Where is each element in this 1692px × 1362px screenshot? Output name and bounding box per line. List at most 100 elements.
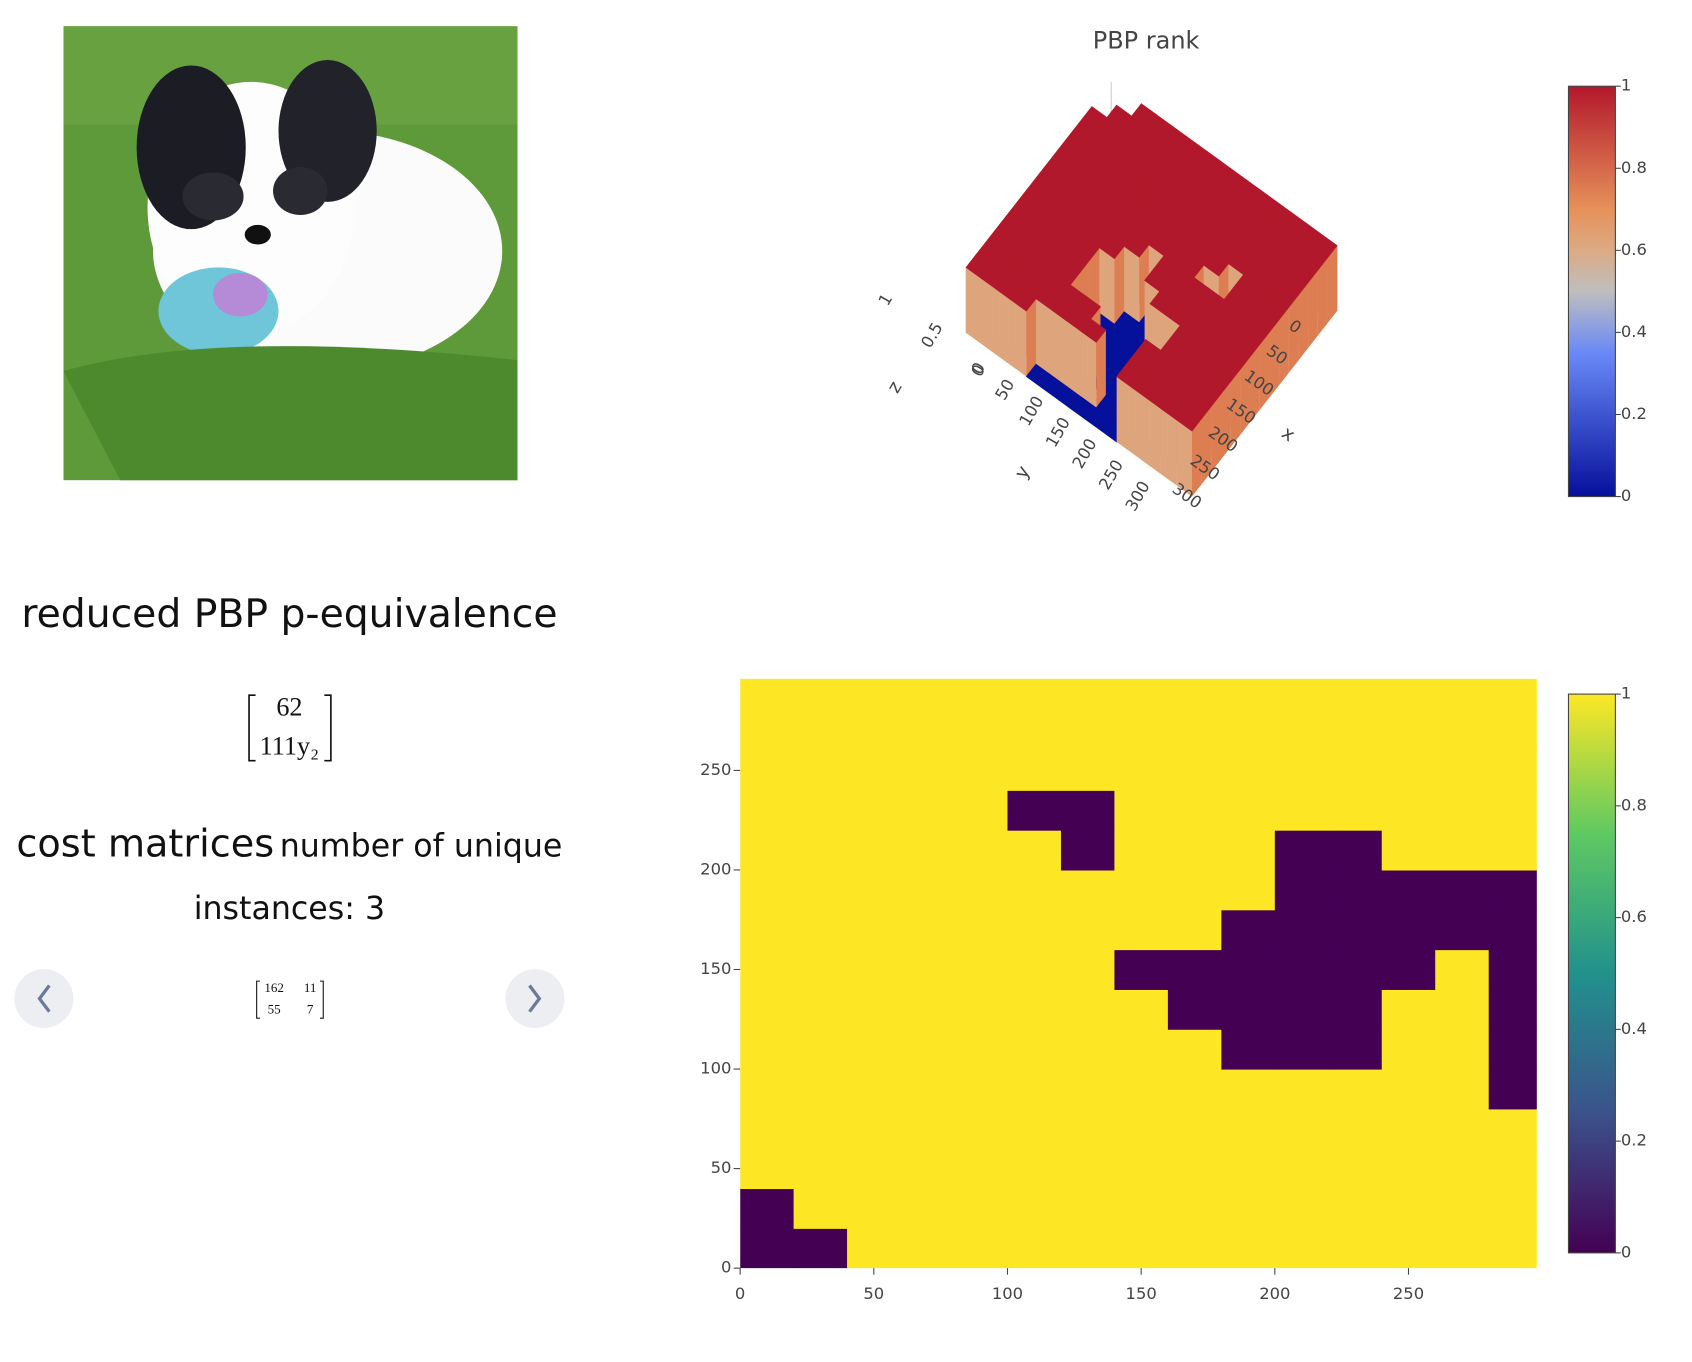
heatmap-cell bbox=[1381, 1108, 1436, 1150]
heatmap-cell bbox=[1435, 949, 1490, 990]
surface-wall bbox=[1191, 418, 1202, 497]
heatmap-cell bbox=[847, 1148, 902, 1190]
heatmap-cell bbox=[740, 1069, 795, 1110]
surface-cell bbox=[1080, 318, 1107, 343]
colorbar-tick-label: 0.6 bbox=[1621, 907, 1647, 926]
heatmap-cell bbox=[1007, 1069, 1062, 1110]
heatmap-cell bbox=[847, 710, 902, 752]
heatmap-cell bbox=[1007, 949, 1062, 990]
heatmap-cell bbox=[1381, 1069, 1436, 1110]
heatmap-cell bbox=[954, 1029, 1009, 1070]
heatmap-cell bbox=[1488, 1148, 1537, 1190]
heatmap-cell bbox=[1488, 678, 1537, 712]
heatmap-cell bbox=[847, 1029, 902, 1070]
heatmap-cell bbox=[847, 750, 902, 791]
heatmap-cell bbox=[954, 1108, 1009, 1150]
next-button[interactable] bbox=[505, 969, 565, 1029]
heatmap-cell bbox=[847, 830, 902, 871]
heatmap-cell bbox=[1114, 830, 1169, 871]
heatmap-cell bbox=[1381, 1188, 1436, 1229]
x-tick-label: 0 bbox=[735, 1284, 745, 1303]
heatmap-cell bbox=[1221, 1228, 1276, 1269]
heatmap-cell bbox=[1221, 1148, 1276, 1190]
heatmap-cell bbox=[1274, 710, 1329, 752]
heatmap-plot bbox=[740, 678, 1537, 1269]
matrix-entry: 55 bbox=[268, 1002, 282, 1017]
matrix-entry: 11 bbox=[304, 980, 317, 995]
heatmap-cell bbox=[1274, 790, 1329, 831]
y-tick-label: 200 bbox=[700, 859, 731, 878]
x-tick-label: 250 bbox=[1393, 1284, 1424, 1303]
heatmap-cell bbox=[1274, 949, 1329, 990]
heatmap-cell bbox=[1435, 1188, 1490, 1229]
heatmap-cell bbox=[954, 989, 1009, 1030]
chart-title: PBP rank bbox=[1093, 26, 1200, 54]
heatmap-cell bbox=[954, 869, 1009, 911]
heatmap-cell bbox=[1488, 1069, 1537, 1110]
heatmap-cell bbox=[740, 790, 795, 831]
heatmap-cell bbox=[1007, 1108, 1062, 1150]
heatmap-cell bbox=[1328, 909, 1383, 951]
heatmap-cell bbox=[1328, 869, 1383, 911]
surface-wall bbox=[1308, 270, 1318, 349]
photo bbox=[63, 26, 518, 481]
heatmap-cell bbox=[900, 909, 955, 951]
heatmap-cell bbox=[900, 1228, 955, 1269]
surface-wall bbox=[1211, 393, 1221, 472]
heatmap-cell bbox=[793, 949, 848, 990]
heatmap-cell bbox=[793, 989, 848, 1030]
heatmap-cell bbox=[1221, 869, 1276, 911]
heatmap-cell bbox=[740, 949, 795, 990]
heatmap-cell bbox=[1114, 1228, 1169, 1269]
heatmap-cell bbox=[740, 1228, 795, 1269]
prev-button[interactable] bbox=[14, 969, 74, 1029]
heatmap-cell bbox=[1328, 1108, 1383, 1150]
heatmap-cell bbox=[1221, 1069, 1276, 1110]
heatmap-cell bbox=[1435, 1148, 1490, 1190]
heatmap-cell bbox=[1274, 1069, 1329, 1110]
heatmap-cell bbox=[1114, 790, 1169, 831]
heatmap-cell bbox=[1060, 1108, 1115, 1150]
heatmap-cell bbox=[1060, 1148, 1115, 1190]
tick-label: 150 bbox=[1042, 414, 1074, 451]
surface-plot bbox=[965, 81, 1338, 497]
heatmap-cell bbox=[1007, 1029, 1062, 1070]
heatmap-cell bbox=[954, 1148, 1009, 1190]
heatmap-cell bbox=[1167, 750, 1222, 791]
heatmap-cell bbox=[954, 750, 1009, 791]
heatmap-cell bbox=[1435, 989, 1490, 1030]
heatmap-cell bbox=[1114, 1148, 1169, 1190]
heatmap-cell bbox=[954, 1069, 1009, 1110]
heatmap-cell bbox=[900, 1069, 955, 1110]
heatmap-cell bbox=[1488, 750, 1537, 791]
heatmap-cell bbox=[900, 869, 955, 911]
heatmap-cell bbox=[1221, 949, 1276, 990]
heatmap-cell bbox=[1328, 989, 1383, 1030]
heatmap-cell bbox=[1167, 949, 1222, 990]
heatmap-cell bbox=[954, 1188, 1009, 1229]
matrix-entry: 111y₂ bbox=[260, 732, 320, 761]
heatmap-cell bbox=[847, 1228, 902, 1269]
heatmap-cell bbox=[1114, 750, 1169, 791]
heatmap-cell bbox=[793, 1029, 848, 1070]
y-tick-label: 150 bbox=[700, 959, 731, 978]
heatmap-cell bbox=[793, 1228, 848, 1269]
surface-wall bbox=[1035, 298, 1052, 376]
heatmap-cell bbox=[793, 1069, 848, 1110]
tick-label: 200 bbox=[1068, 435, 1100, 472]
heatmap-cell bbox=[1328, 750, 1383, 791]
heatmap-cell bbox=[900, 830, 955, 871]
heatmap-cell bbox=[1381, 1029, 1436, 1070]
heatmap-cell bbox=[740, 830, 795, 871]
heatmap-cell bbox=[793, 710, 848, 752]
surface-cell bbox=[1010, 287, 1037, 312]
heatmap-cell bbox=[1274, 750, 1329, 791]
surface-wall bbox=[1176, 420, 1192, 497]
heatmap-cell bbox=[1435, 790, 1490, 831]
heatmap-cell bbox=[1114, 678, 1169, 712]
heatmap-cell bbox=[1221, 1029, 1276, 1070]
axis-label: y bbox=[1011, 463, 1035, 483]
heatmap-cell bbox=[847, 1069, 902, 1110]
heatmap-cell bbox=[1435, 1029, 1490, 1070]
